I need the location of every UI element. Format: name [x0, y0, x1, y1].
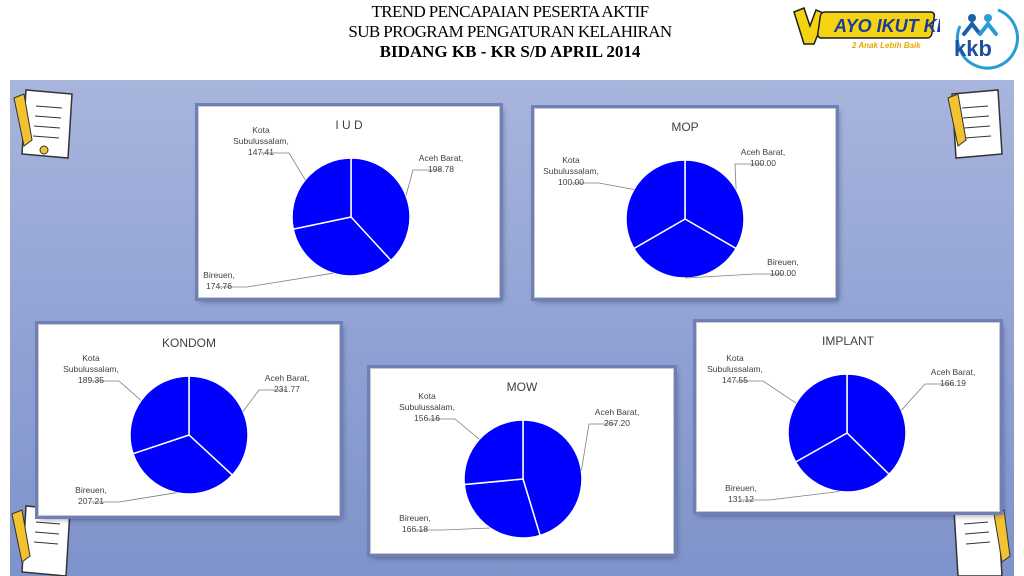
data-label-value: 131.12 [728, 494, 754, 504]
chart-title: MOW [507, 380, 538, 394]
data-label: Aceh Barat, 198.78 [419, 153, 463, 174]
leader-line [901, 383, 953, 411]
data-label: Kota Subulussalam, 100.00 [543, 155, 599, 187]
pie-chart-mow: MOW Aceh Barat, 267.20 Bireuen, 166.18 Kota Su… [370, 368, 674, 554]
data-label-value: 207.21 [78, 496, 104, 506]
leader-line [734, 163, 763, 190]
chart-title: IMPLANT [822, 334, 875, 348]
cartoon-checklist-decoration-bottom-left [11, 505, 71, 576]
data-label-name: Bireuen, [767, 257, 799, 267]
data-label: Kota Subulussalam, 156.16 [399, 391, 455, 423]
data-label-value: 100.00 [558, 177, 584, 187]
data-label-value: 166.19 [940, 378, 966, 388]
data-label: Kota Subulussalam, 189.35 [63, 353, 119, 385]
header-line-3: BIDANG KB - KR S/D APRIL 2014 [379, 42, 641, 61]
data-label-name: Bireuen, [203, 270, 235, 280]
ayo-logo-tagline: 2 Anak Lebih Baik [851, 41, 921, 50]
pie-chart-svg: I U D Aceh Barat, 198.78 Bireuen, 174.76 Kota… [203, 118, 463, 291]
pie-chart-implant: IMPLANT Aceh Barat, 166.19 Bireuen, 131.12 Ko… [696, 322, 1000, 512]
data-label-value: 100.00 [770, 268, 796, 278]
data-label-name: Subulussalam, [543, 166, 599, 176]
ayo-logo-text: AYO IKUT KB [833, 16, 940, 36]
ayo-ikut-kb-logo: AYO IKUT KB 2 Anak Lebih Baik [790, 4, 950, 54]
pie-slice-kota-subulussalam [129, 375, 190, 455]
data-label-value: 198.78 [428, 164, 454, 174]
kkb-logo: kkb [950, 4, 1020, 74]
data-label-value: 147.41 [248, 147, 274, 157]
leader-line [427, 418, 480, 440]
pie-chart-iud: I U D Aceh Barat, 198.78 Bireuen, 174.76 Kota… [198, 106, 500, 298]
data-label-name: Aceh Barat, [931, 367, 975, 377]
cartoon-checklist-decoration-top-right [947, 89, 1003, 159]
data-label-name: Bireuen, [399, 513, 431, 523]
data-label-name: Kota [726, 353, 744, 363]
pie-chart-kondom: KONDOM Aceh Barat, 231.77 Bireuen, 207.21 Kot… [38, 324, 340, 516]
data-label-name: Kota [418, 391, 436, 401]
data-label-name: Kota [562, 155, 580, 165]
leader-line [91, 492, 177, 503]
cartoon-checklist-decoration-top-left [13, 89, 73, 159]
data-label: Aceh Barat, 100.00 [741, 147, 785, 168]
leader-line [735, 380, 797, 404]
data-label: Kota Subulussalam, 147.41 [233, 125, 289, 157]
pie-slice-kota-subulussalam [291, 157, 352, 231]
data-label-value: 267.20 [604, 418, 630, 428]
data-label: Kota Subulussalam, 147.55 [707, 353, 763, 385]
data-label-name: Aceh Barat, [741, 147, 785, 157]
kkb-logo-text: kkb [954, 36, 992, 61]
data-label-value: 231.77 [274, 384, 300, 394]
pie-slice-aceh-barat [350, 157, 411, 262]
data-label-value: 189.35 [78, 375, 104, 385]
data-label: Aceh Barat, 231.77 [265, 373, 309, 394]
data-label: Bireuen, 174.76 [203, 270, 235, 291]
leader-line [219, 272, 334, 288]
header-line-1: TREND PENCAPAIAN PESERTA AKTIF [371, 2, 649, 21]
pie-slice-kota-subulussalam [463, 419, 524, 486]
pie-slice-kota-subulussalam [625, 159, 686, 250]
data-label: Bireuen, 166.18 [399, 513, 431, 534]
leader-line [581, 423, 617, 471]
leader-line [415, 527, 491, 531]
data-label-name: Kota [252, 125, 270, 135]
pie-slice-bireuen [463, 478, 542, 539]
leader-line [261, 152, 306, 181]
leader-line [741, 491, 840, 501]
data-label-value: 156.16 [414, 413, 440, 423]
data-label-name: Bireuen, [725, 483, 757, 493]
data-label-name: Aceh Barat, [419, 153, 463, 163]
pie-chart-svg: IMPLANT Aceh Barat, 166.19 Bireuen, 131.12 Ko… [707, 334, 975, 504]
data-label-name: Subulussalam, [233, 136, 289, 146]
data-label-name: Subulussalam, [63, 364, 119, 374]
leader-line [405, 169, 441, 196]
chart-title: I U D [335, 118, 363, 132]
pie-chart-svg: MOW Aceh Barat, 267.20 Bireuen, 166.18 Kota Su… [399, 380, 639, 539]
data-label: Aceh Barat, 267.20 [595, 407, 639, 428]
data-label-value: 174.76 [206, 281, 232, 291]
chart-title: KONDOM [162, 336, 216, 350]
data-label-name: Kota [82, 353, 100, 363]
data-label-value: 100.00 [750, 158, 776, 168]
pie-chart-svg: KONDOM Aceh Barat, 231.77 Bireuen, 207.21 Kot… [63, 336, 309, 506]
data-label: Bireuen, 207.21 [75, 485, 107, 506]
data-label: Aceh Barat, 166.19 [931, 367, 975, 388]
page-header: TREND PENCAPAIAN PESERTA AKTIF SUB PROGR… [200, 2, 820, 62]
data-label-name: Aceh Barat, [265, 373, 309, 383]
leader-line [91, 380, 142, 401]
leader-line [571, 182, 634, 190]
data-label-name: Bireuen, [75, 485, 107, 495]
data-label-name: Aceh Barat, [595, 407, 639, 417]
data-label-value: 166.18 [402, 524, 428, 534]
pie-slice-bireuen [292, 216, 393, 277]
leader-line [242, 389, 287, 412]
data-label: Bireuen, 131.12 [725, 483, 757, 504]
chart-title: MOP [671, 120, 698, 134]
pie-chart-mop: MOP Aceh Barat, 100.00 Bireuen, 100.00 Kota Su… [534, 108, 836, 298]
data-label-name: Subulussalam, [399, 402, 455, 412]
leader-line [684, 273, 783, 279]
data-label-value: 147.55 [722, 375, 748, 385]
data-label: Bireuen, 100.00 [767, 257, 799, 278]
data-label-name: Subulussalam, [707, 364, 763, 374]
header-line-2: SUB PROGRAM PENGATURAN KELAHIRAN [348, 22, 672, 41]
